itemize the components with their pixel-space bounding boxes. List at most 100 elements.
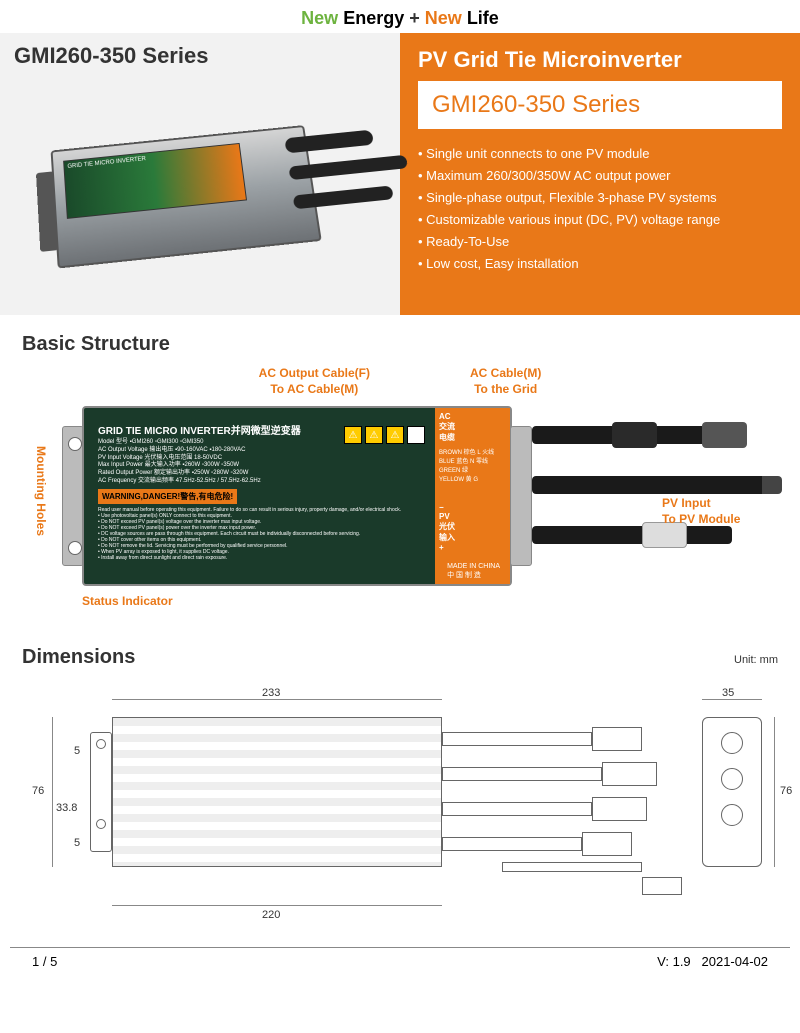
feature-list: Single unit connects to one PV module Ma… xyxy=(418,143,782,276)
hole xyxy=(721,804,743,826)
tag-plus: + xyxy=(409,8,420,28)
dim-gap: 5 xyxy=(74,837,80,849)
date: 2021-04-02 xyxy=(702,954,769,969)
dimensions-unit: Unit: mm xyxy=(734,654,778,666)
callout-ac-out: AC Output Cable(F) To AC Cable(M) xyxy=(259,366,370,397)
version-date: V: 1.9 2021-04-02 xyxy=(657,954,768,969)
feature-item: Customizable various input (DC, PV) volt… xyxy=(418,209,782,231)
device-top-view: GRID TIE MICRO INVERTER并网微型逆变器 Model 型号 … xyxy=(82,406,512,586)
footer: 1 / 5 V: 1.9 2021-04-02 xyxy=(10,947,790,981)
dim-width: 233 xyxy=(262,687,280,699)
feature-item: Maximum 260/300/350W AC output power xyxy=(418,165,782,187)
dim-line xyxy=(112,699,442,700)
hero-left-title: GMI260-350 Series xyxy=(14,43,386,69)
page-indicator: 1 / 5 xyxy=(32,954,57,969)
dimensions-drawing: 233 35 76 33.8 5 5 76 220 xyxy=(22,687,778,927)
mounting-flange-left xyxy=(62,426,84,566)
dimensions-title: Dimensions xyxy=(22,646,135,669)
pv-cable xyxy=(532,476,782,494)
dim-side-h: 76 xyxy=(780,785,792,797)
cable-outline xyxy=(442,837,582,851)
pv-cable xyxy=(532,526,732,544)
side-outline xyxy=(702,717,762,867)
dim-h2: 33.8 xyxy=(56,802,77,814)
dim-side-w: 35 xyxy=(722,687,734,699)
body-outline xyxy=(112,717,442,867)
dim-height: 76 xyxy=(32,785,44,797)
callout-text: To AC Cable(M) xyxy=(270,382,358,396)
callout-pv-input: PV Input To PV Module xyxy=(662,496,740,527)
callout-text: AC Output Cable(F) xyxy=(259,366,370,380)
ac-connector-f xyxy=(612,422,657,448)
device-illustration: GRID TIE MICRO INVERTER xyxy=(14,75,386,305)
dim-w2: 220 xyxy=(262,909,280,921)
hero-section: GMI260-350 Series GRID TIE MICRO INVERTE… xyxy=(0,33,800,315)
top-callouts: AC Output Cable(F) To AC Cable(M) AC Cab… xyxy=(22,366,778,397)
wire-label: BLUE 蓝色 xyxy=(439,459,468,465)
warning-text: Read user manual before operating this e… xyxy=(98,507,426,561)
hero-right: PV Grid Tie Microinverter GMI260-350 Ser… xyxy=(400,33,800,315)
hazard-icon: ⚠ xyxy=(365,426,383,444)
cable-outline xyxy=(442,767,602,781)
made-text-cn: 中 国 制 造 xyxy=(447,572,481,579)
feature-item: Ready-To-Use xyxy=(418,231,782,253)
callout-text: AC Cable(M) xyxy=(470,366,541,380)
tag-new2: New xyxy=(425,8,462,28)
device-body: GRID TIE MICRO INVERTER xyxy=(51,125,322,268)
tag-energy: Energy xyxy=(343,8,404,28)
device-label: GRID TIE MICRO INVERTER xyxy=(63,143,247,219)
connector-outline xyxy=(592,727,642,751)
connector-legend: AC交流电缆 BROWN 棕色 L 火线 BLUE 蓝色 N 零线 GREEN … xyxy=(435,408,510,584)
dim-line xyxy=(52,717,53,867)
feature-item: Single unit connects to one PV module xyxy=(418,143,782,165)
dim-line xyxy=(702,699,762,700)
dim-line xyxy=(112,905,442,906)
hero-left: GMI260-350 Series GRID TIE MICRO INVERTE… xyxy=(0,33,400,315)
wire-label: YELLOW 黄 xyxy=(439,477,472,483)
hole xyxy=(721,768,743,790)
dim-line xyxy=(774,717,775,867)
callout-ac-m: AC Cable(M) To the Grid xyxy=(470,366,541,397)
feature-item: Single-phase output, Flexible 3-phase PV… xyxy=(418,187,782,209)
warning-bar: WARNING,DANGER!警告,有电危险! xyxy=(98,489,237,504)
tag-life: Life xyxy=(467,8,499,28)
cable-outline xyxy=(502,862,642,872)
hazard-icon: ⚠ xyxy=(386,426,404,444)
callout-text: To PV Module xyxy=(662,512,740,526)
hazard-icon: ⚠ xyxy=(344,426,362,444)
wire-label: GREEN 绿 xyxy=(439,468,468,474)
connector-outline xyxy=(642,877,682,895)
tag-new1: New xyxy=(301,8,338,28)
callout-text: To the Grid xyxy=(474,382,537,396)
hero-series-box: GMI260-350 Series xyxy=(418,81,782,129)
made-in: MADE IN CHINA 中 国 制 造 xyxy=(447,563,500,580)
version: V: 1.9 xyxy=(657,954,690,969)
device-cable xyxy=(293,185,394,209)
feature-item: Low cost, Easy installation xyxy=(418,253,782,275)
dimensions-section: Dimensions Unit: mm 233 35 76 33.8 xyxy=(0,636,800,947)
device-flange xyxy=(36,171,59,252)
callout-text: PV Input xyxy=(662,496,711,510)
connector-outline xyxy=(592,797,647,821)
cable-outline xyxy=(442,802,592,816)
callout-mounting: Mounting Holes xyxy=(34,446,48,536)
connector-outline xyxy=(582,832,632,856)
spec-text: Model 型号 ▪GMI260 ▫GMI300 ▫GMI350 AC Outp… xyxy=(98,439,426,486)
device-cable xyxy=(284,130,374,154)
wire-label: BROWN 棕色 xyxy=(439,450,476,456)
structure-title: Basic Structure xyxy=(22,333,778,356)
mounting-flange-right xyxy=(510,426,532,566)
hero-right-title: PV Grid Tie Microinverter xyxy=(418,47,782,73)
callout-status: Status Indicator xyxy=(82,594,173,608)
connector-outline xyxy=(602,762,657,786)
structure-section: Basic Structure AC Output Cable(F) To AC… xyxy=(0,315,800,636)
made-text: MADE IN CHINA xyxy=(447,563,500,570)
hazard-icon: ⊘ xyxy=(407,426,425,444)
ac-connector-m xyxy=(702,422,747,448)
hazard-icons: ⚠ ⚠ ⚠ ⊘ xyxy=(344,426,425,444)
flange-outline xyxy=(90,732,112,852)
tagline: New Energy + New Life xyxy=(0,0,800,33)
structure-diagram: AC Output Cable(F) To AC Cable(M) AC Cab… xyxy=(22,366,778,626)
hole xyxy=(721,732,743,754)
device-cable xyxy=(288,155,408,180)
